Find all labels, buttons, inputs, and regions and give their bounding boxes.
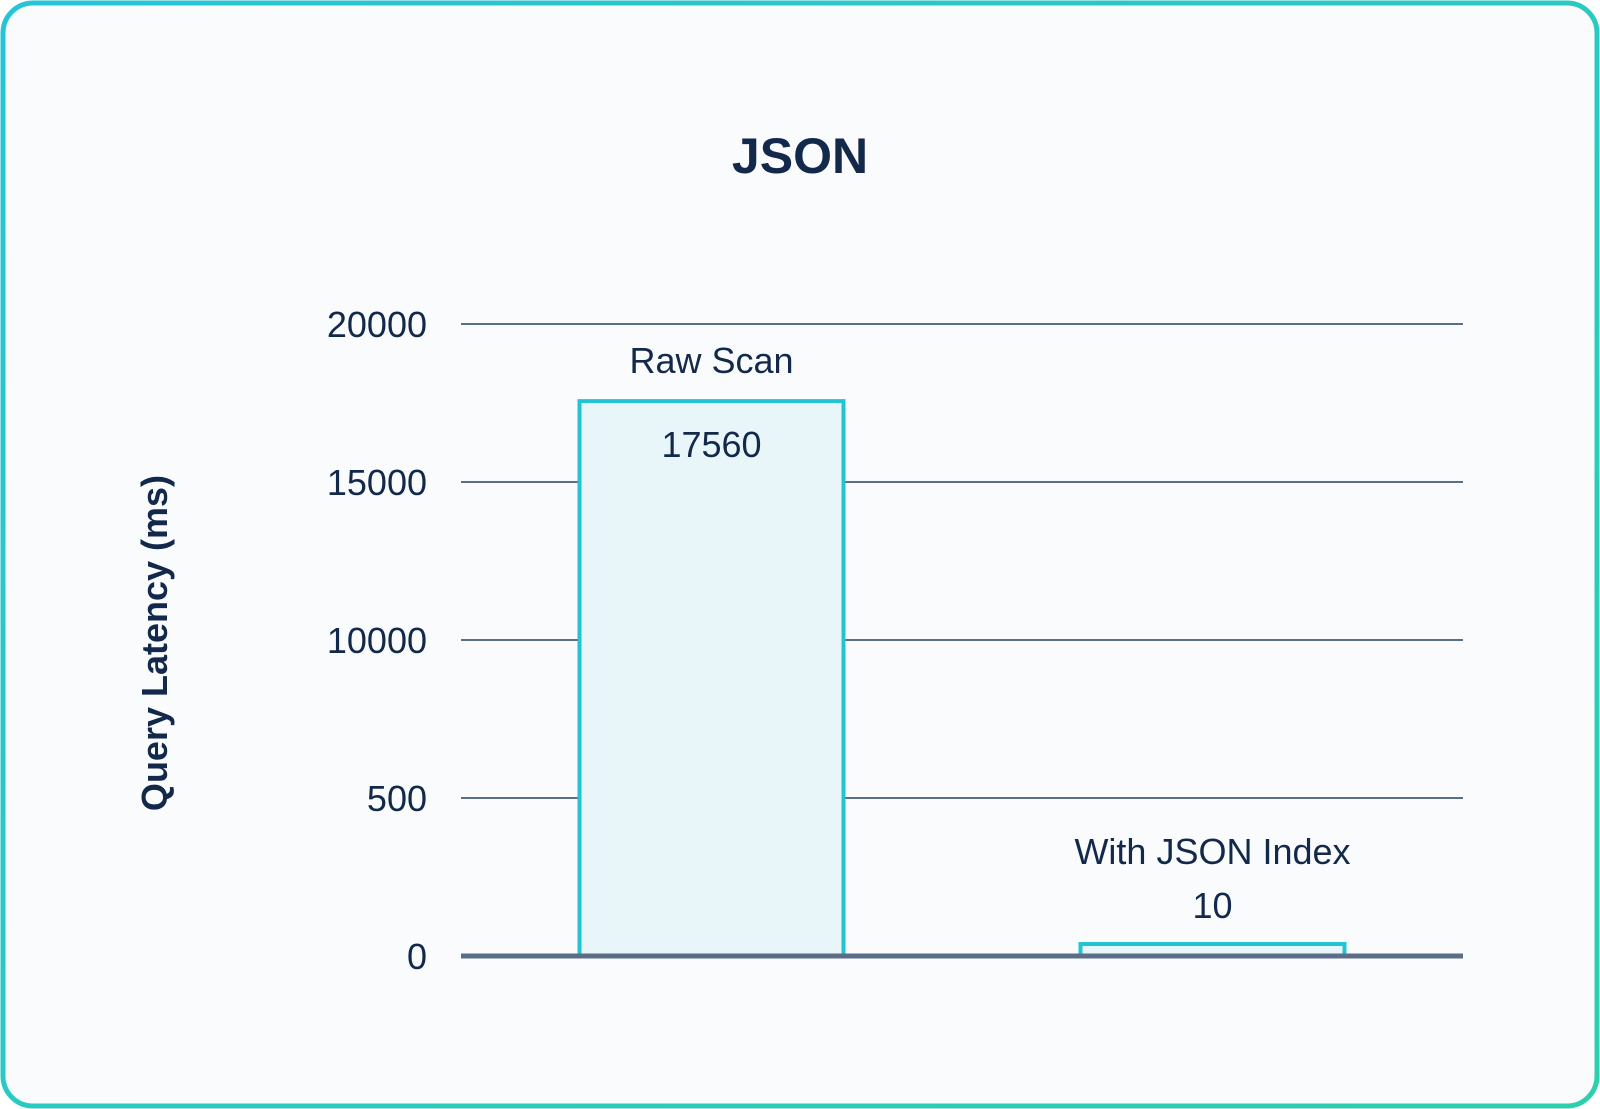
y-tick-label: 10000 — [327, 620, 427, 661]
bar — [577, 399, 846, 958]
data-label: 10 — [1192, 885, 1232, 926]
bars — [577, 399, 1347, 958]
y-tick-label: 500 — [367, 778, 427, 819]
y-tick-labels: 0 500 10000 15000 20000 — [327, 304, 427, 977]
y-tick-label: 15000 — [327, 462, 427, 503]
data-label: 17560 — [661, 424, 761, 465]
category-label: Raw Scan — [629, 340, 793, 381]
category-label: With JSON Index — [1074, 831, 1350, 872]
y-tick-label: 20000 — [327, 304, 427, 345]
bar-labels: Raw Scan 17560 With JSON Index 10 — [629, 340, 1350, 926]
y-axis-label: Query Latency (ms) — [134, 475, 175, 811]
y-tick-label: 0 — [407, 936, 427, 977]
chart-title: JSON — [732, 128, 868, 184]
